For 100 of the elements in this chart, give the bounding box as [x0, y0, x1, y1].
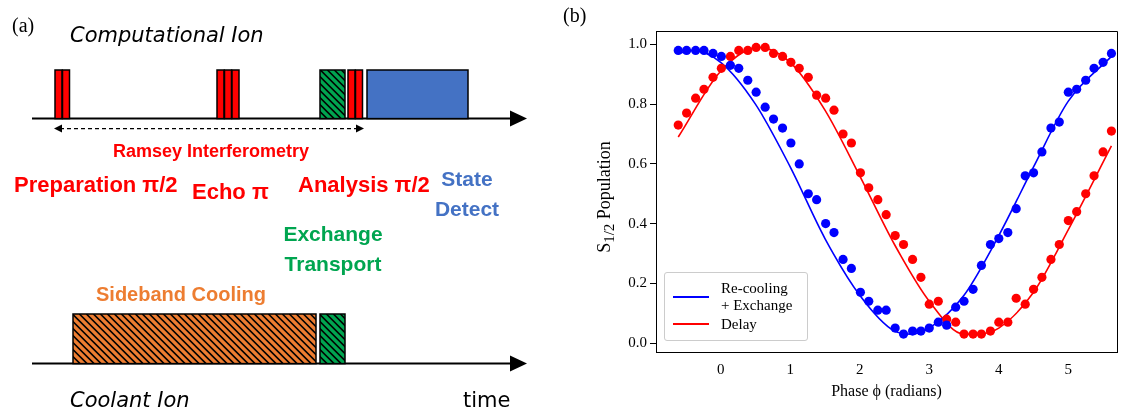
point [751, 87, 761, 97]
point [838, 254, 848, 265]
y-tick-label: 0.8 [628, 95, 647, 112]
point [673, 120, 683, 130]
point [942, 320, 952, 330]
point [1011, 293, 1021, 303]
x-tick-label: 3 [925, 360, 934, 377]
point [725, 60, 735, 70]
point [1063, 216, 1073, 226]
point [873, 195, 883, 205]
point [673, 45, 683, 56]
y-tick-label: 0.2 [628, 274, 647, 291]
point [812, 195, 822, 205]
point [855, 168, 866, 178]
y-tick-label: 0.6 [628, 154, 648, 171]
point [838, 129, 848, 139]
point [976, 329, 987, 339]
text: Ramsey Interferometry [113, 141, 310, 161]
text: (a) [12, 14, 35, 36]
point [968, 284, 978, 294]
x-tick-label: 5 [1064, 360, 1073, 377]
text: Sideband Cooling [96, 283, 266, 305]
point [924, 323, 934, 333]
point [1106, 126, 1117, 136]
point [821, 93, 831, 103]
point [898, 329, 909, 339]
point [794, 63, 804, 73]
y-tick-label: 0.4 [628, 214, 648, 231]
point [907, 326, 918, 336]
point [1089, 171, 1099, 181]
point [708, 48, 718, 58]
point [734, 45, 744, 56]
point [1003, 227, 1013, 238]
text: time [463, 388, 511, 412]
point [1081, 75, 1091, 85]
legend-label: Re-cooling + Exchange [721, 280, 794, 313]
point [1046, 254, 1056, 265]
text: Coolant Ion [70, 388, 190, 412]
point [855, 287, 866, 297]
text: Analysis π/2 [298, 172, 430, 197]
point [1106, 48, 1117, 58]
point [821, 219, 831, 229]
point [803, 189, 813, 199]
point [768, 114, 779, 124]
point [1054, 239, 1064, 250]
x-tick-label: 2 [855, 360, 864, 377]
point [951, 302, 961, 312]
point [1072, 84, 1082, 94]
point [873, 305, 883, 315]
point [1028, 168, 1039, 178]
point [898, 239, 909, 250]
point [968, 329, 978, 339]
point [1003, 317, 1013, 327]
x-tick-label: 4 [995, 360, 1004, 377]
point [1028, 284, 1039, 294]
point [1089, 63, 1099, 73]
text: Exchange Transport [282, 221, 384, 278]
point [760, 42, 770, 53]
point [681, 108, 692, 118]
point [1063, 87, 1073, 97]
point [864, 296, 874, 306]
point [691, 93, 701, 103]
point [777, 51, 788, 61]
point [716, 63, 726, 73]
point [994, 317, 1004, 327]
point [786, 57, 796, 67]
point [1037, 147, 1047, 157]
point [951, 317, 961, 327]
x-tick-label: 0 [716, 360, 725, 377]
point [933, 296, 943, 306]
point [743, 45, 753, 56]
point [959, 296, 969, 306]
point [1072, 207, 1082, 217]
point [743, 75, 753, 85]
point [1054, 117, 1064, 127]
point [1081, 189, 1091, 199]
point [924, 299, 934, 309]
point [985, 239, 996, 250]
point [725, 51, 735, 61]
point [829, 105, 839, 115]
point [985, 326, 996, 336]
point [933, 317, 943, 327]
point [864, 183, 874, 193]
point [907, 254, 918, 265]
point [691, 45, 701, 56]
point [734, 63, 744, 73]
point [1020, 299, 1030, 309]
point [994, 233, 1004, 244]
point [1046, 123, 1056, 133]
point [786, 138, 796, 148]
point [959, 329, 969, 339]
point [1020, 171, 1030, 181]
point [794, 159, 804, 169]
point [890, 323, 900, 333]
point [803, 72, 813, 82]
point [699, 84, 709, 94]
point [708, 72, 718, 82]
point [829, 227, 839, 238]
point [846, 263, 856, 273]
point [976, 260, 987, 271]
